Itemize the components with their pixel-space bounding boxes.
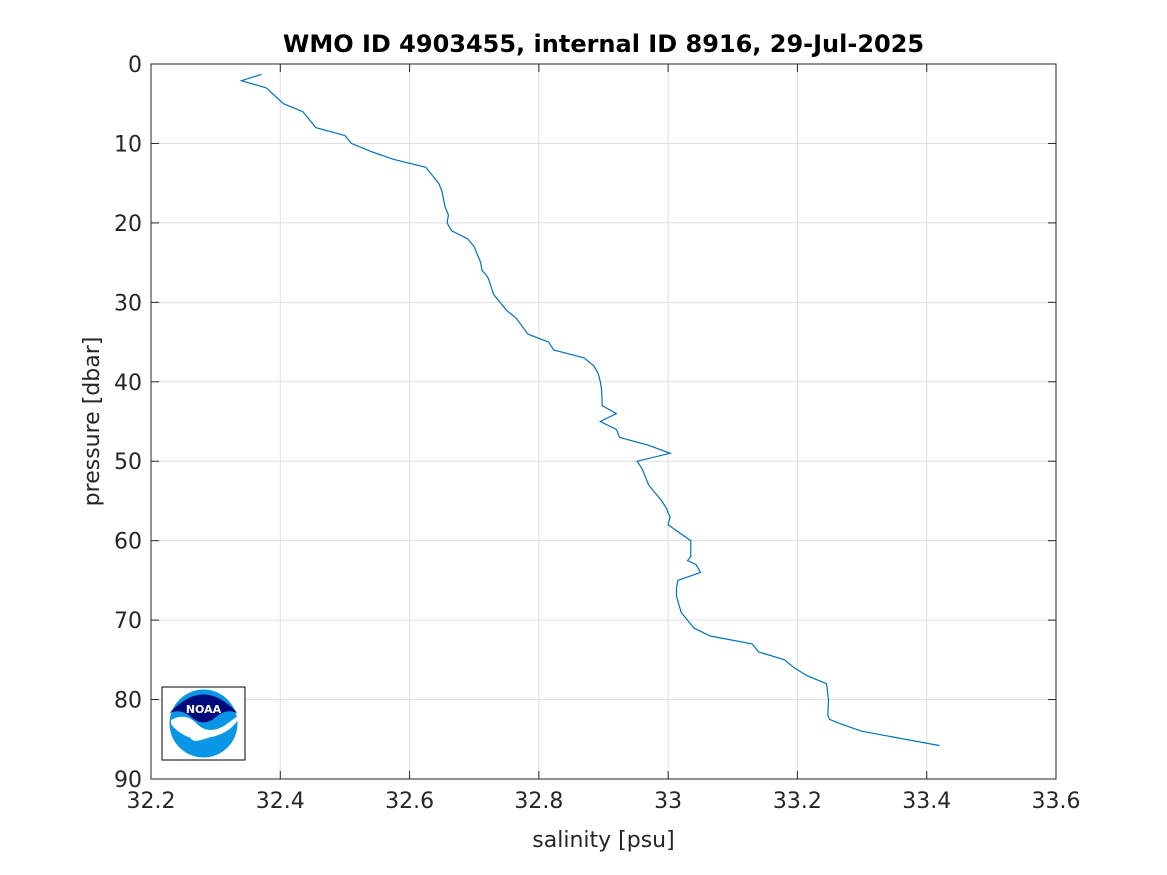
x-tick-label: 32.4 (256, 789, 305, 814)
x-tick-label: 32.2 (127, 789, 176, 814)
y-tick-label: 50 (114, 450, 142, 475)
y-tick-label: 60 (114, 530, 142, 555)
axes-frame (150, 63, 1057, 780)
y-tick-label: 20 (114, 212, 142, 237)
y-tick-label: 40 (114, 371, 142, 396)
salinity-profile-line (239, 73, 940, 747)
y-tick-label: 80 (114, 689, 142, 714)
svg-text:NOAA: NOAA (186, 703, 222, 716)
y-tick-label: 30 (114, 291, 142, 316)
x-tick-label: 33.2 (773, 789, 822, 814)
x-axis-label: salinity [psu] (532, 828, 674, 853)
series-layer (239, 73, 940, 747)
y-tick-label: 0 (128, 53, 142, 78)
x-tick-label: 33 (654, 789, 682, 814)
y-tick-label: 10 (114, 132, 142, 157)
y-axis-label: pressure [dbar] (80, 337, 105, 507)
noaa-logo: NOAA (161, 686, 246, 761)
x-tick-label: 33.4 (902, 789, 951, 814)
y-tick-label: 90 (114, 768, 142, 793)
x-tick-label: 33.6 (1032, 789, 1081, 814)
x-tick-label: 32.8 (514, 789, 563, 814)
y-tick-label: 70 (114, 609, 142, 634)
chart-title: WMO ID 4903455, internal ID 8916, 29-Jul… (283, 30, 924, 58)
ticks: 32.2 32.4 32.6 32.8 33 33.2 33.4 33.6 0 10 20 30 40 5… (114, 53, 1080, 814)
x-tick-label: 32.6 (385, 789, 434, 814)
